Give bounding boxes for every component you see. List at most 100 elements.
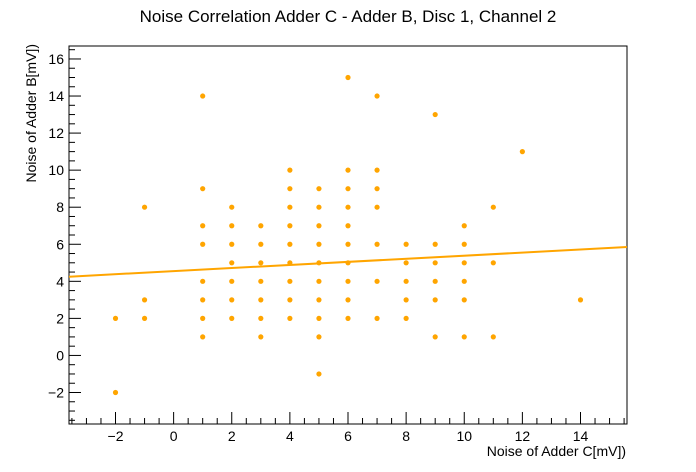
data-point (403, 315, 409, 321)
data-point (316, 186, 322, 192)
x-tick-label: 10 (456, 428, 472, 444)
y-tick-label: 2 (56, 310, 64, 326)
data-point (258, 334, 264, 340)
data-point (287, 223, 293, 229)
data-point (345, 260, 351, 266)
data-point (287, 167, 293, 173)
data-point (229, 260, 235, 266)
data-point (258, 260, 264, 266)
data-point (374, 278, 380, 284)
data-point (229, 278, 235, 284)
data-point (403, 260, 409, 266)
y-tick-label: 6 (56, 236, 64, 252)
data-point (316, 204, 322, 210)
x-tick-label: 2 (228, 428, 236, 444)
data-point (461, 278, 467, 284)
data-point (345, 167, 351, 173)
data-point (374, 93, 380, 99)
data-point (200, 186, 206, 192)
data-point (287, 260, 293, 266)
data-point (577, 297, 584, 303)
y-axis-title: Noise of Adder B[mV]) (23, 44, 39, 183)
data-point (461, 260, 467, 266)
data-point (374, 204, 380, 210)
data-point (287, 278, 293, 284)
data-point (316, 278, 322, 284)
data-point (519, 149, 525, 155)
data-point (316, 223, 322, 229)
y-tick-label: 16 (48, 51, 64, 67)
data-point (461, 297, 467, 303)
data-point (432, 278, 438, 284)
x-tick-label: 12 (515, 428, 531, 444)
y-tick-label: 8 (56, 199, 64, 215)
data-point (374, 186, 380, 192)
data-point (316, 241, 322, 247)
data-point (374, 167, 380, 173)
data-point (403, 297, 409, 303)
data-point (403, 278, 409, 284)
data-point (345, 278, 351, 284)
data-point (374, 315, 380, 321)
data-point (200, 315, 206, 321)
data-point (200, 93, 206, 99)
data-point (229, 315, 235, 321)
data-point (316, 297, 322, 303)
data-point (316, 315, 322, 321)
data-point (229, 204, 235, 210)
data-point (432, 111, 438, 118)
x-tick-label: 6 (344, 428, 352, 444)
data-point (258, 241, 264, 247)
data-point (258, 297, 264, 303)
data-point (345, 223, 351, 229)
data-point (287, 241, 293, 247)
data-point (112, 315, 119, 321)
data-point (200, 223, 206, 229)
x-tick-label: 0 (170, 428, 178, 444)
data-point (229, 223, 235, 229)
data-point (229, 241, 235, 247)
data-point (200, 241, 206, 247)
data-point (345, 74, 351, 81)
data-point (490, 204, 496, 210)
y-tick-label: 0 (56, 347, 64, 363)
y-tick-label: 12 (48, 125, 64, 141)
data-point (141, 297, 148, 303)
data-point (287, 186, 293, 192)
data-point (461, 223, 467, 229)
data-point (112, 389, 119, 396)
x-tick-label: 14 (573, 428, 589, 444)
data-point (316, 371, 322, 377)
data-point (374, 241, 380, 247)
y-tick-label: 10 (48, 162, 64, 178)
data-point (141, 204, 148, 210)
data-point (345, 241, 351, 247)
data-point (432, 260, 438, 266)
data-point (258, 223, 264, 229)
data-point (432, 297, 438, 303)
data-point (345, 204, 351, 210)
data-point (490, 334, 496, 340)
x-tick-label: −2 (108, 428, 124, 444)
data-point (200, 334, 206, 340)
data-point (258, 278, 264, 284)
x-tick-label: 8 (402, 428, 410, 444)
data-point (200, 297, 206, 303)
x-tick-label: 4 (286, 428, 294, 444)
data-point (141, 315, 148, 321)
y-tick-label: −2 (48, 385, 64, 401)
data-point (432, 241, 438, 247)
data-point (258, 315, 264, 321)
data-point (490, 260, 496, 266)
data-point (345, 297, 351, 303)
data-point (287, 315, 293, 321)
chart-title: Noise Correlation Adder C - Adder B, Dis… (140, 7, 557, 26)
data-point (287, 204, 293, 210)
y-tick-label: 14 (48, 88, 64, 104)
data-point (461, 334, 467, 340)
data-point (432, 334, 438, 340)
data-point (200, 278, 206, 284)
data-point (461, 241, 467, 247)
data-point (403, 241, 409, 247)
